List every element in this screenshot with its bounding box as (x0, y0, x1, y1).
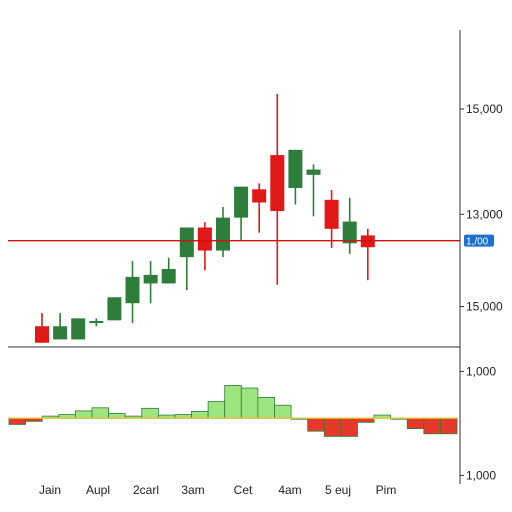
candle-body (342, 221, 357, 244)
volume-bar-positive (191, 411, 209, 419)
candle-body (216, 217, 230, 251)
candle (252, 183, 267, 233)
volume-bar-negative (440, 417, 458, 435)
candle-body (324, 199, 339, 229)
volume-panel: 1,000 1,000 (8, 364, 496, 482)
volume-bar-negative (323, 417, 342, 437)
candle (35, 313, 49, 343)
candle (89, 318, 104, 327)
x-tick-label: 2carl (133, 483, 159, 497)
volume-bar-negative (423, 417, 441, 435)
candle-body (197, 227, 212, 251)
volume-bar-positive (240, 387, 259, 419)
x-tick-label: Pim (376, 483, 397, 497)
volume-bar-positive (257, 396, 275, 419)
candle-body (252, 189, 267, 203)
candle-body (288, 149, 303, 188)
candle-body (143, 274, 158, 284)
candle-body (35, 326, 49, 343)
candle (288, 149, 303, 205)
candle-body (234, 186, 249, 218)
price-panel: 15,000 13,000 15,000 1,/00 (8, 93, 503, 343)
candle-body (89, 320, 104, 323)
volume-tick-label: 1,000 (466, 468, 496, 482)
volume-bar-positive (74, 410, 93, 419)
current-price-badge-bg (464, 234, 494, 247)
candle (71, 318, 86, 340)
candle-body (71, 318, 86, 340)
candle (216, 207, 230, 258)
candle (179, 227, 194, 291)
candle (125, 261, 140, 323)
candle-body (306, 169, 321, 175)
volume-bar-positive (108, 413, 126, 419)
volume-bar-positive (207, 401, 226, 419)
x-tick-label: 3am (181, 483, 204, 497)
candle (143, 261, 158, 304)
volume-bar-negative (8, 417, 26, 425)
candle (324, 189, 339, 248)
candle (342, 197, 357, 254)
volume-bar-positive (224, 385, 242, 419)
x-tick-label: Aupl (86, 483, 110, 497)
volume-bar-negative (340, 417, 358, 437)
x-tick-label: Jain (39, 483, 61, 497)
price-tick-label: 15,000 (466, 102, 503, 116)
candle (107, 297, 122, 321)
current-price-badge: 1,/00 (464, 234, 494, 248)
candle (360, 228, 375, 281)
volume-bar-positive (91, 407, 109, 419)
x-tick-label: 5 euj (325, 483, 351, 497)
price-tick-label: 13,000 (466, 207, 503, 221)
x-tick-label: 4am (278, 483, 301, 497)
candle (306, 164, 321, 217)
candle (234, 186, 249, 241)
candle-body (107, 297, 122, 321)
candle (270, 93, 285, 285)
current-price-badge-label: 1,/00 (466, 237, 489, 248)
x-tick-label: Cet (234, 483, 253, 497)
volume-bar-positive (141, 407, 159, 419)
candle (161, 257, 176, 284)
candle-body (53, 326, 68, 340)
candle (53, 313, 68, 340)
candle-body (161, 268, 176, 284)
candle-body (125, 276, 140, 304)
volume-bar-negative (406, 417, 425, 430)
price-tick-label: 15,000 (466, 300, 503, 314)
volume-tick-label: 1,000 (466, 364, 496, 378)
volume-bar-positive (274, 404, 292, 419)
candle (197, 222, 212, 271)
volume-bar-negative (307, 417, 325, 432)
candle-body (270, 155, 285, 212)
candle-body (179, 227, 194, 258)
